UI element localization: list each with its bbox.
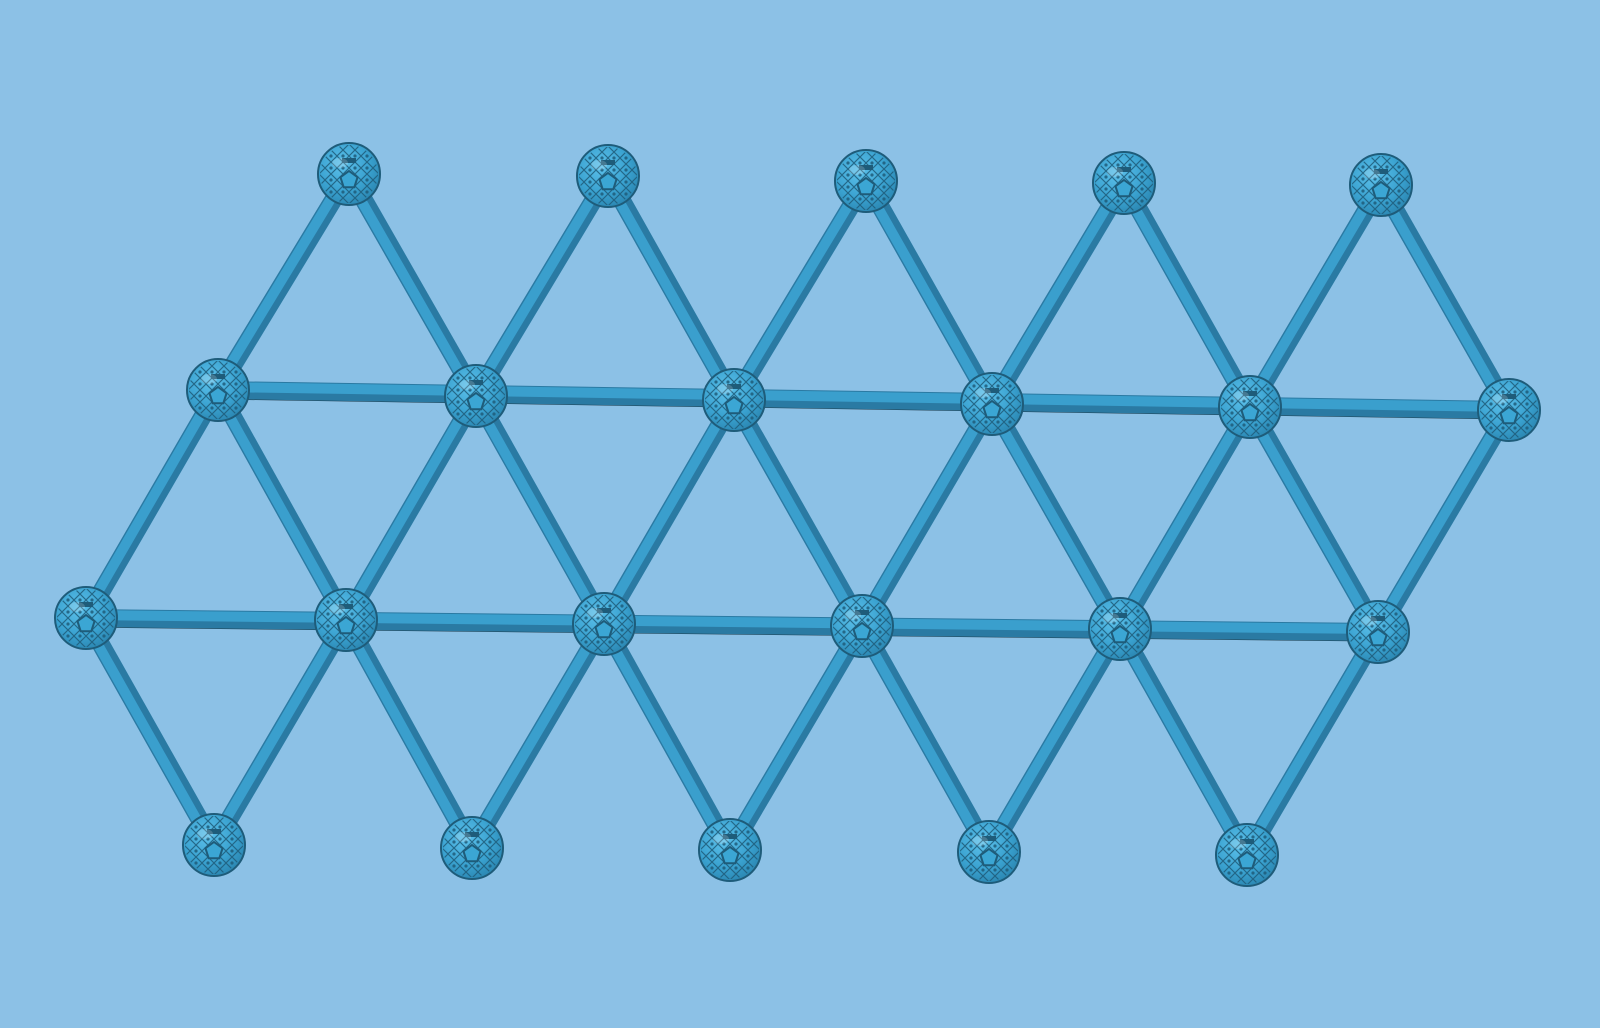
geodesic-node	[834, 149, 898, 213]
geodesic-node	[572, 592, 636, 656]
strut	[206, 617, 348, 848]
geodesic-node	[960, 372, 1024, 436]
strut	[210, 387, 348, 623]
strut	[1370, 407, 1511, 635]
strut	[596, 397, 736, 627]
strut	[1239, 629, 1380, 858]
geodesic-node	[576, 144, 640, 208]
strut	[1116, 180, 1252, 410]
geodesic-node	[182, 813, 246, 877]
geodesic-node	[1346, 600, 1410, 664]
strut	[338, 617, 474, 851]
geodesic-node	[1092, 151, 1156, 215]
strut	[854, 401, 994, 629]
strut	[217, 382, 1510, 412]
strut	[78, 387, 220, 621]
geodesic-node	[1349, 153, 1413, 217]
strut	[1112, 626, 1249, 858]
geodesic-node	[698, 818, 762, 882]
geodesic-node	[1477, 378, 1541, 442]
strut	[600, 173, 736, 403]
geodesic-node	[1088, 597, 1152, 661]
strut	[854, 623, 991, 855]
geodesic-node	[957, 820, 1021, 884]
geodesic-node	[440, 816, 504, 880]
geodesic-node	[314, 588, 378, 652]
strut	[1112, 404, 1252, 632]
strut	[858, 178, 994, 407]
strut	[468, 173, 610, 399]
strut	[984, 180, 1126, 407]
strut	[726, 397, 864, 629]
strut	[85, 610, 1379, 634]
strut	[210, 171, 351, 393]
strut	[984, 401, 1122, 632]
strut	[1242, 404, 1380, 635]
strut	[464, 621, 606, 851]
strut	[1373, 182, 1511, 413]
geodesic-node	[1218, 375, 1282, 439]
geodesic-node	[444, 364, 508, 428]
strut	[726, 178, 868, 403]
strut	[78, 615, 216, 848]
strut	[596, 621, 732, 853]
nodes	[54, 142, 1541, 887]
geodesic-node	[54, 586, 118, 650]
geodesic-node	[317, 142, 381, 206]
struts	[78, 169, 1517, 860]
strut	[722, 623, 864, 853]
strut	[1242, 182, 1383, 410]
geodesic-node	[1215, 823, 1279, 887]
strut	[981, 626, 1122, 855]
geodesic-node	[186, 358, 250, 422]
geodesic-node	[702, 368, 766, 432]
strut	[341, 171, 478, 399]
strut	[468, 393, 606, 627]
geodesic-node	[830, 594, 894, 658]
strut	[338, 393, 478, 623]
